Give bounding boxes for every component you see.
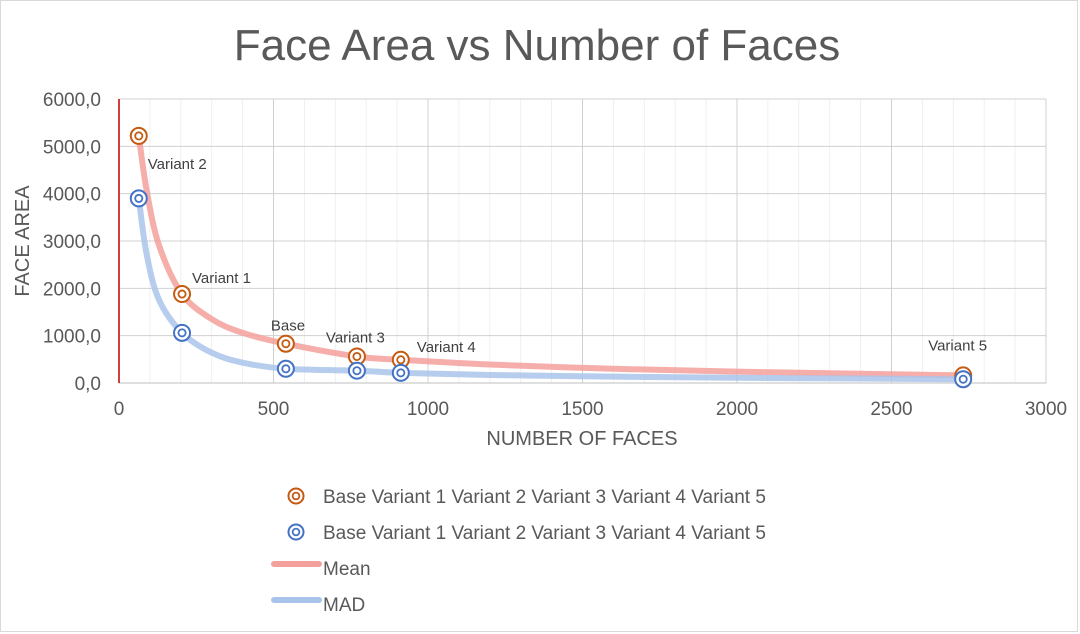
legend-marker xyxy=(287,523,305,541)
legend-marker xyxy=(287,487,305,505)
mad-data-point xyxy=(129,189,148,208)
point-label: Variant 4 xyxy=(417,339,476,356)
legend-label: Base Variant 1 Variant 2 Variant 3 Varia… xyxy=(323,523,766,544)
mad-data-point xyxy=(347,361,366,380)
point-label: Variant 1 xyxy=(192,270,251,287)
legend: Base Variant 1 Variant 2 Variant 3 Varia… xyxy=(271,487,766,616)
x-tick-label: 2500 xyxy=(870,399,912,420)
y-tick-label: 4000,0 xyxy=(43,185,101,206)
point-labels: Variant 2 Variant 1 Base Variant 3 Variant 4… xyxy=(148,156,987,356)
x-tick-label: 1500 xyxy=(561,399,603,420)
legend-label: MAD xyxy=(323,595,365,616)
y-tick-label: 0,0 xyxy=(75,374,101,395)
mean-data-point xyxy=(173,285,192,304)
x-tick-label: 3000 xyxy=(1025,399,1067,420)
x-tick-label: 1000 xyxy=(407,399,449,420)
tick-labels: 0 500 1000 1500 2000 2500 3000 0,0 1000,0 2000,0 3… xyxy=(43,90,1067,420)
mean-line xyxy=(135,132,967,379)
x-axis-title: NUMBER OF FACES xyxy=(486,428,677,450)
mad-data-point xyxy=(954,370,973,389)
point-label: Base xyxy=(271,318,305,335)
point-label: Variant 2 xyxy=(148,156,207,173)
data-points xyxy=(129,126,973,389)
x-tick-label: 2000 xyxy=(716,399,758,420)
legend-label: Mean xyxy=(323,559,371,580)
point-label: Variant 5 xyxy=(928,337,987,354)
chart-title: Face Area vs Number of Faces xyxy=(234,21,840,70)
gridlines xyxy=(118,98,1047,384)
mad-data-point xyxy=(391,363,410,382)
y-tick-label: 5000,0 xyxy=(43,137,101,158)
x-tick-label: 500 xyxy=(258,399,290,420)
mean-data-point xyxy=(276,334,295,353)
y-tick-label: 2000,0 xyxy=(43,279,101,300)
mad-data-point xyxy=(173,323,192,342)
legend-label: Base Variant 1 Variant 2 Variant 3 Varia… xyxy=(323,487,766,508)
y-tick-label: 1000,0 xyxy=(43,327,101,348)
mad-line xyxy=(135,195,967,383)
mad-data-point xyxy=(276,359,295,378)
y-tick-label: 6000,0 xyxy=(43,90,101,111)
trend-lines xyxy=(135,132,967,383)
mean-data-point xyxy=(129,126,148,145)
y-tick-label: 3000,0 xyxy=(43,232,101,253)
x-tick-label: 0 xyxy=(114,399,125,420)
y-axis-title: FACE AREA xyxy=(12,185,34,297)
point-label: Variant 3 xyxy=(326,329,385,346)
